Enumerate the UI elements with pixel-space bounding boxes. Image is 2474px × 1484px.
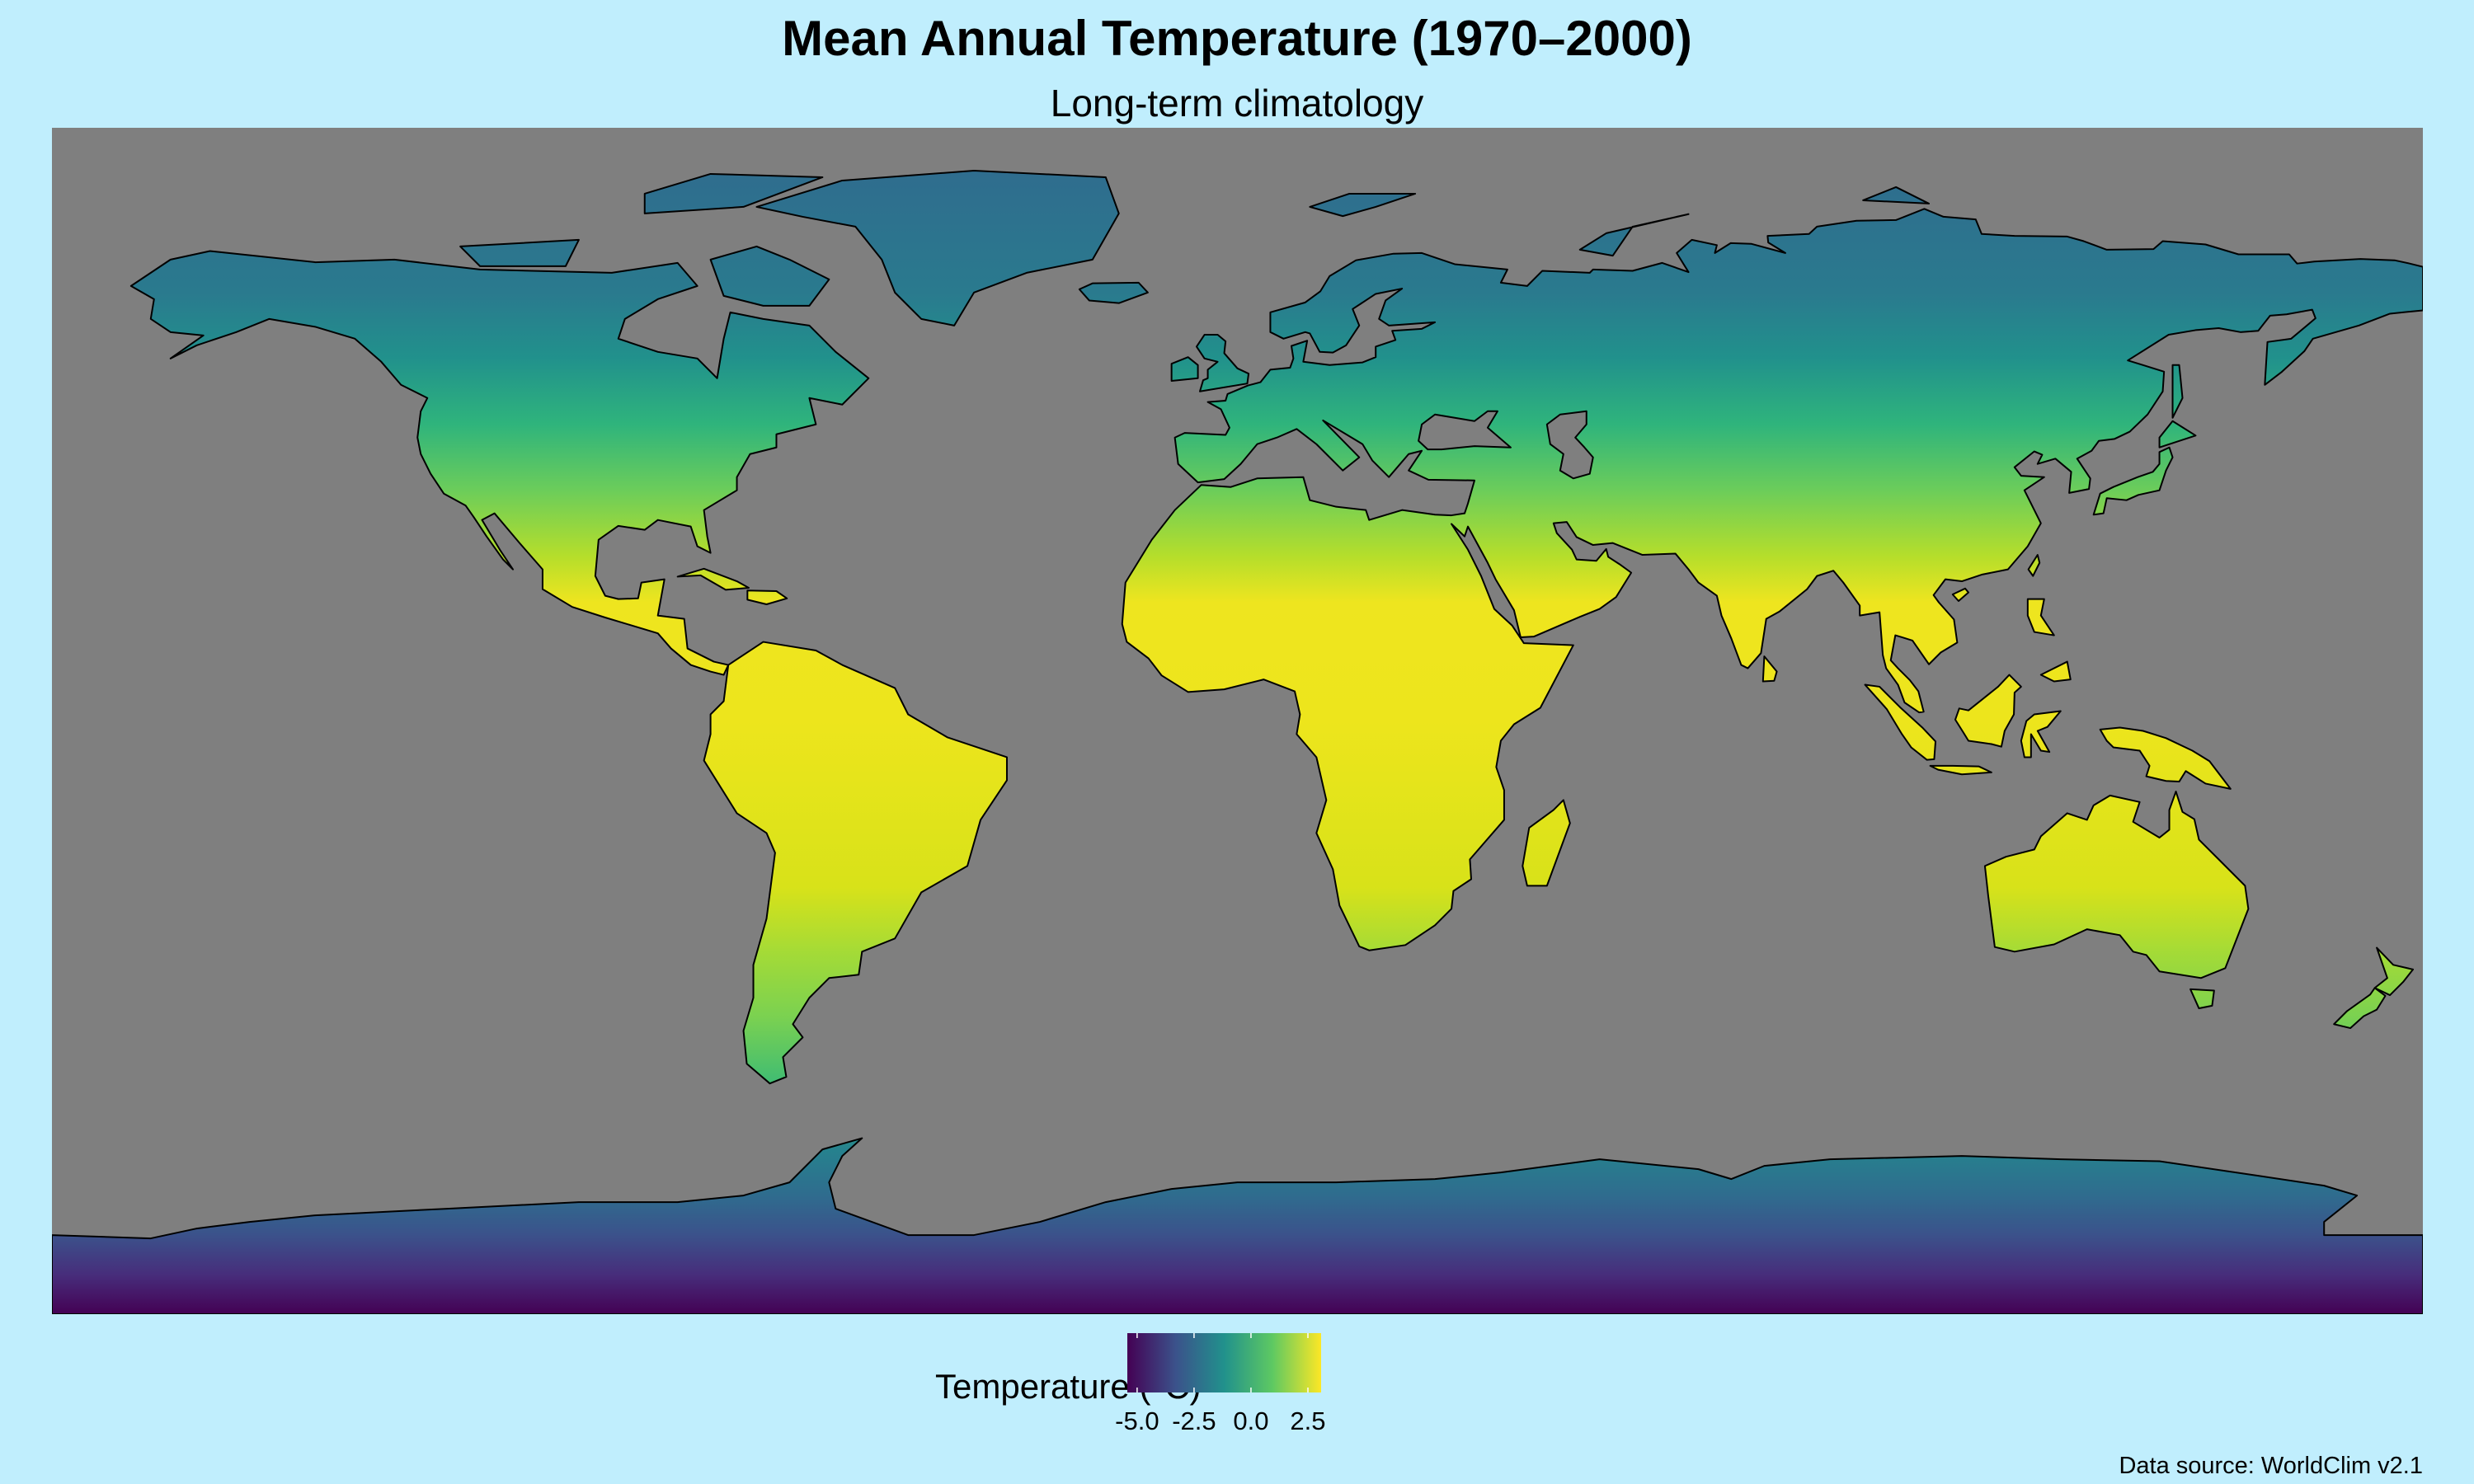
great-britain-landmass bbox=[1197, 335, 1249, 392]
australia-landmass bbox=[1985, 791, 2248, 978]
victoria-island-landmass bbox=[460, 240, 579, 266]
severnaya-zemlya-landmass bbox=[1863, 187, 1929, 204]
luzon-landmass bbox=[2028, 599, 2054, 636]
new-guinea-landmass bbox=[2100, 727, 2231, 788]
data-source-caption: Data source: WorldClim v2.1 bbox=[2119, 1453, 2423, 1479]
sri-lanka-landmass bbox=[1763, 656, 1777, 681]
greenland-landmass bbox=[757, 171, 1119, 326]
honshu-landmass bbox=[2094, 448, 2173, 515]
north-america-landmass bbox=[131, 251, 868, 674]
antarctica-landmass bbox=[52, 1139, 2423, 1314]
hokkaido-landmass bbox=[2160, 421, 2196, 448]
hispaniola-landmass bbox=[747, 590, 787, 604]
colorbar-tick-label: 2.5 bbox=[1290, 1407, 1326, 1435]
tasmania-landmass bbox=[2190, 989, 2214, 1008]
hainan-landmass bbox=[1953, 589, 1968, 601]
madagascar-landmass bbox=[1522, 800, 1570, 885]
colorbar-tick-label: -2.5 bbox=[1172, 1407, 1216, 1435]
novaya-zemlya-landmass bbox=[1580, 214, 1689, 256]
plot-title: Mean Annual Temperature (1970–2000) bbox=[782, 11, 1692, 66]
ellesmere-island-landmass bbox=[645, 174, 823, 214]
sumatra-landmass bbox=[1865, 685, 1935, 760]
java-landmass bbox=[1931, 766, 1992, 774]
black-sea-landmass bbox=[1418, 411, 1511, 449]
mindanao-landmass bbox=[2041, 662, 2071, 682]
colorbar-gradient bbox=[1127, 1333, 1321, 1392]
ireland-landmass bbox=[1172, 357, 1198, 381]
map-panel bbox=[52, 128, 2423, 1314]
colorbar-tick-label: -5.0 bbox=[1115, 1407, 1159, 1435]
baffin-island-landmass bbox=[711, 247, 830, 306]
world-map bbox=[52, 128, 2423, 1314]
afro-eurasia-landmass bbox=[1122, 209, 2423, 950]
new-zealand-north-landmass bbox=[2375, 948, 2413, 996]
caspian-sea-landmass bbox=[1547, 411, 1593, 479]
sulawesi-landmass bbox=[2021, 711, 2061, 758]
sakhalin-landmass bbox=[2173, 365, 2183, 418]
taiwan-landmass bbox=[2029, 555, 2040, 576]
new-zealand-south-landmass bbox=[2334, 988, 2385, 1028]
svalbard-landmass bbox=[1310, 194, 1415, 216]
south-america-landmass bbox=[704, 642, 1007, 1084]
borneo-landmass bbox=[1955, 675, 2021, 747]
colorbar bbox=[1127, 1333, 1321, 1392]
iceland-landmass bbox=[1079, 283, 1148, 303]
plot-subtitle: Long-term climatology bbox=[1050, 82, 1424, 124]
cuba-landmass bbox=[678, 569, 749, 590]
colorbar-tick-label: 0.0 bbox=[1233, 1407, 1269, 1435]
